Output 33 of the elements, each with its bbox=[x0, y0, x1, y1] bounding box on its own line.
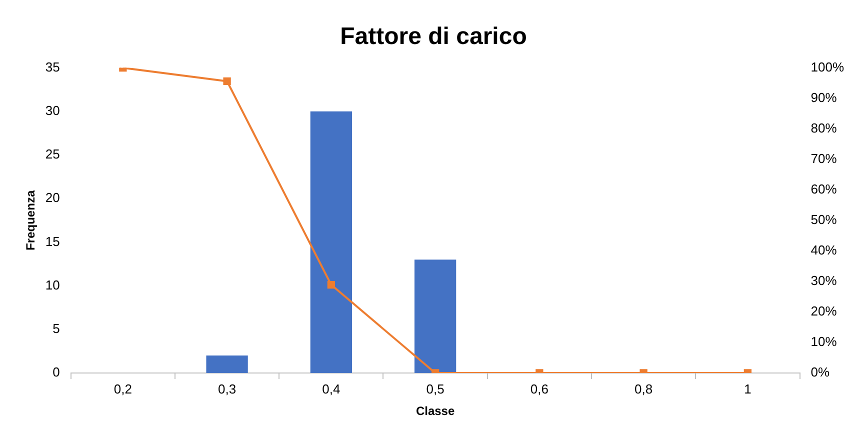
y-tick-label: 5 bbox=[52, 320, 60, 336]
x-tick-label: 0,4 bbox=[322, 381, 340, 396]
chart-title: Fattore di carico bbox=[340, 23, 527, 50]
point bbox=[327, 280, 336, 289]
y-tick-label: 35 bbox=[45, 59, 60, 74]
x-axis-title: Classe bbox=[416, 404, 455, 418]
x-tick-label: 0,8 bbox=[634, 381, 653, 396]
y2-tick-label: 0% bbox=[810, 364, 830, 380]
bar bbox=[310, 111, 352, 373]
y-axis-title: Frequenza bbox=[24, 190, 38, 250]
y2-tick-label: 30% bbox=[810, 273, 838, 288]
y-tick-label: 30 bbox=[45, 102, 60, 118]
y-tick-label: 15 bbox=[45, 234, 60, 249]
y2-tick-label: 80% bbox=[810, 120, 838, 136]
x-tick-label: 1 bbox=[744, 381, 752, 396]
y-tick-label: 20 bbox=[45, 190, 60, 206]
y2-tick-label: 20% bbox=[810, 304, 838, 319]
y2-tick-label: 100% bbox=[810, 59, 844, 74]
bar bbox=[414, 260, 456, 373]
bar bbox=[206, 356, 248, 373]
y2-tick-label: 70% bbox=[810, 150, 838, 166]
y2-tick-label: 60% bbox=[810, 181, 838, 196]
y2-tick-label: 40% bbox=[810, 242, 838, 258]
y-tick-label: 10 bbox=[45, 277, 60, 292]
x-tick-label: 0,5 bbox=[426, 381, 444, 396]
x-tick-label: 0,3 bbox=[218, 381, 236, 396]
x-tick-label: 0,6 bbox=[530, 381, 548, 396]
x-tick-label: 0,2 bbox=[114, 381, 132, 396]
y2-tick-label: 10% bbox=[810, 334, 838, 350]
y2-tick-label: 50% bbox=[810, 212, 838, 227]
y2-tick-label: 90% bbox=[810, 90, 838, 105]
y-tick-label: 0 bbox=[52, 364, 60, 380]
y-tick-label: 25 bbox=[45, 146, 60, 162]
